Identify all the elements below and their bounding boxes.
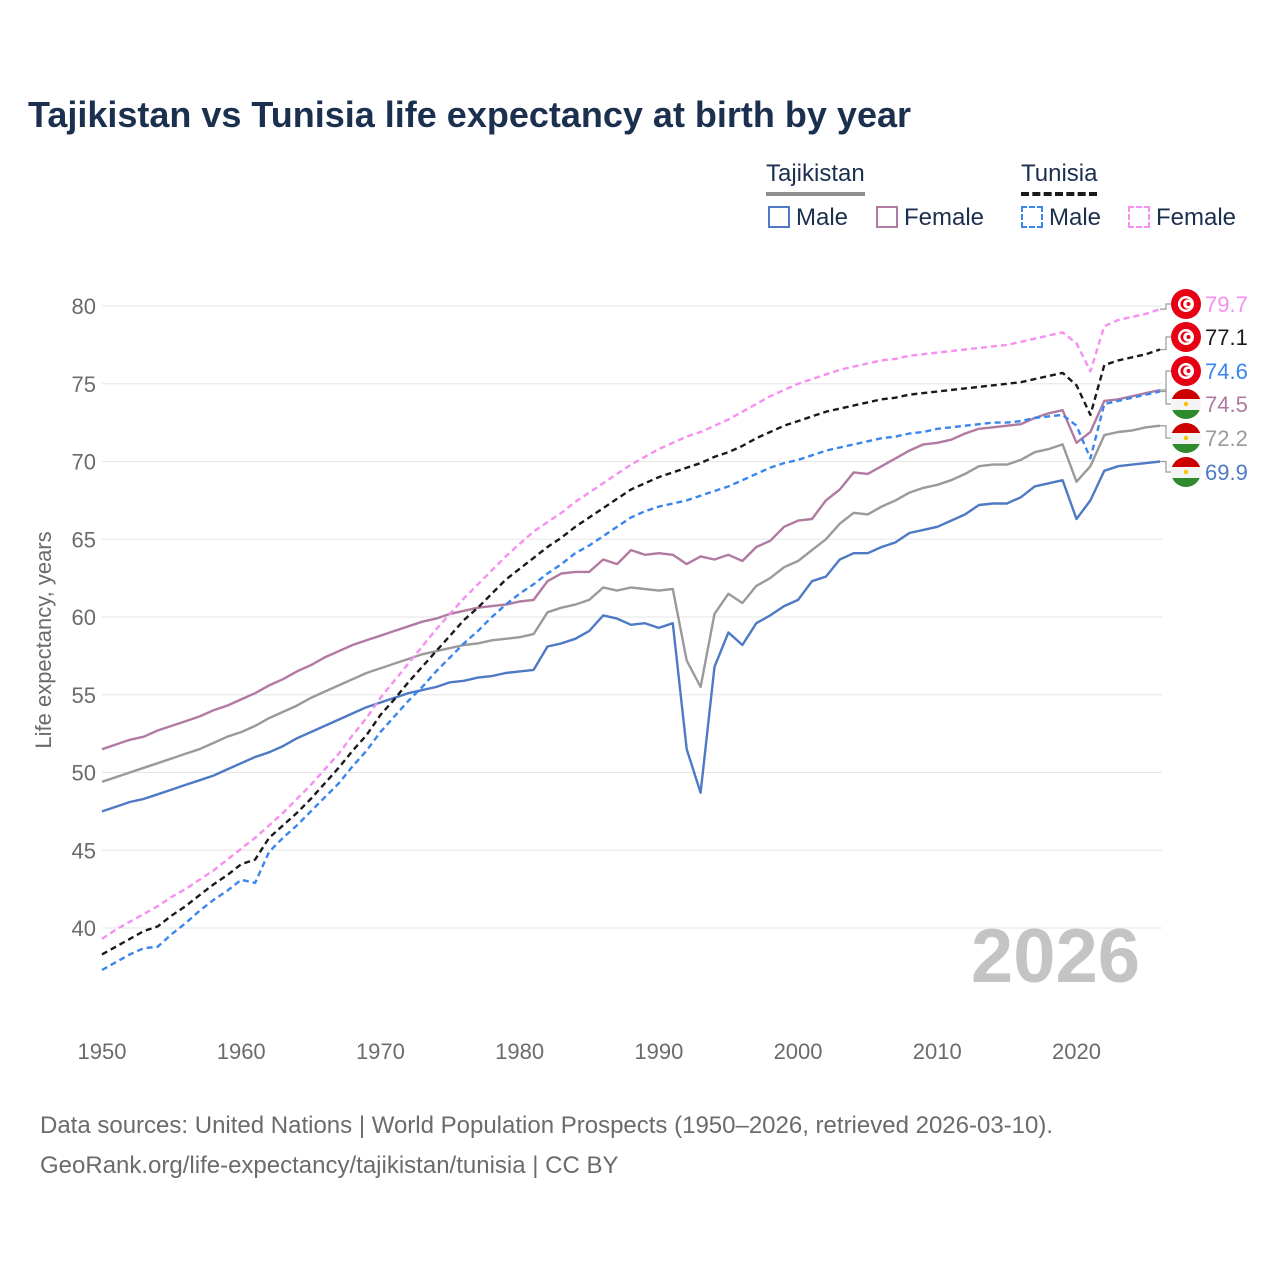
y-tick-label: 60 — [72, 605, 96, 630]
y-axis-label: Life expectancy, years — [31, 531, 56, 748]
legend-swatch-tajikistan-female — [876, 206, 898, 228]
end-label-value: 77.1 — [1205, 325, 1248, 350]
x-tick-label: 1950 — [78, 1039, 127, 1064]
y-tick-label: 50 — [72, 761, 96, 786]
tajikistan-flag-icon — [1171, 423, 1201, 453]
legend-group-tunisia[interactable]: Tunisia — [1021, 160, 1098, 196]
series-line-tun_female[interactable] — [101, 307, 1161, 940]
legend-swatch-tunisia-male — [1021, 206, 1043, 228]
legend-label-tajikistan-female: Female — [904, 204, 985, 231]
year-watermark: 2026 — [971, 914, 1140, 999]
x-tick-label: 1980 — [495, 1039, 544, 1064]
end-label-value: 79.7 — [1205, 292, 1248, 317]
series-line-tjk_female[interactable] — [101, 388, 1161, 751]
gridlines — [102, 305, 1162, 929]
legend: Tajikistan Male Female Tunisia Male Fema… — [766, 160, 1266, 240]
legend-swatch-tunisia-female — [1128, 206, 1150, 228]
y-tick-label: 40 — [72, 916, 96, 941]
end-label-connector — [1160, 303, 1172, 310]
legend-item-tajikistan-female[interactable]: Female — [876, 204, 984, 232]
legend-group-tajikistan-label: Tajikistan — [766, 160, 865, 196]
end-label-connector — [1160, 425, 1172, 439]
tunisia-flag-icon — [1171, 322, 1201, 352]
legend-item-tunisia-male[interactable]: Male — [1021, 204, 1101, 232]
legend-group-tajikistan[interactable]: Tajikistan — [766, 160, 865, 196]
series-line-tun_male[interactable] — [101, 390, 1161, 972]
x-tick-label: 1990 — [634, 1039, 683, 1064]
y-tick-label: 80 — [72, 294, 96, 319]
end-label-connector — [1160, 460, 1172, 473]
end-label-connector — [1160, 336, 1172, 351]
y-tick-label: 45 — [72, 838, 96, 863]
tajikistan-flag-icon — [1171, 457, 1201, 487]
tunisia-flag-icon — [1171, 356, 1201, 386]
x-tick-label: 1970 — [356, 1039, 405, 1064]
series-line-tjk_total[interactable] — [101, 424, 1161, 783]
tajikistan-flag-icon — [1171, 389, 1201, 419]
footer-url-line[interactable]: GeoRank.org/life-expectancy/tajikistan/t… — [40, 1152, 619, 1179]
y-tick-label: 75 — [72, 372, 96, 397]
x-tick-labels: 1950 1960 1970 1980 1990 2000 2010 2020 — [78, 1039, 1101, 1064]
footer-sources-line: Data sources: United Nations | World Pop… — [40, 1112, 1054, 1139]
legend-label-tunisia-female: Female — [1156, 204, 1237, 231]
legend-swatch-tajikistan-male — [768, 206, 790, 228]
legend-label-tajikistan-male: Male — [796, 204, 849, 231]
legend-item-tunisia-female[interactable]: Female — [1128, 204, 1236, 232]
x-tick-label: 2000 — [774, 1039, 823, 1064]
x-tick-label: 2010 — [913, 1039, 962, 1064]
data-sources: Data sources: United Nations | World Pop… — [40, 1106, 1053, 1186]
series-lines — [101, 307, 1161, 972]
y-tick-label: 70 — [72, 450, 96, 475]
y-tick-label: 65 — [72, 527, 96, 552]
end-labels: 79.7 77.1 74.6 74.5 72.2 69.9 — [1160, 289, 1248, 487]
legend-item-tajikistan-male[interactable]: Male — [768, 204, 848, 232]
end-label-value: 69.9 — [1205, 460, 1248, 485]
x-tick-label: 2020 — [1052, 1039, 1101, 1064]
chart-title: Tajikistan vs Tunisia life expectancy at… — [28, 94, 912, 135]
series-line-tun_total[interactable] — [101, 348, 1161, 956]
legend-group-tunisia-label: Tunisia — [1021, 160, 1098, 196]
y-tick-labels: 40 45 50 55 60 65 70 75 80 — [72, 294, 96, 941]
y-tick-label: 55 — [72, 683, 96, 708]
series-line-tjk_male[interactable] — [101, 460, 1161, 813]
legend-label-tunisia-male: Male — [1049, 204, 1102, 231]
end-label-value: 72.2 — [1205, 426, 1248, 451]
tunisia-flag-icon — [1171, 289, 1201, 319]
end-label-value: 74.5 — [1205, 392, 1248, 417]
end-label-connector — [1160, 389, 1172, 405]
end-label-connector — [1160, 370, 1172, 393]
end-label-value: 74.6 — [1205, 359, 1248, 384]
x-tick-label: 1960 — [217, 1039, 266, 1064]
